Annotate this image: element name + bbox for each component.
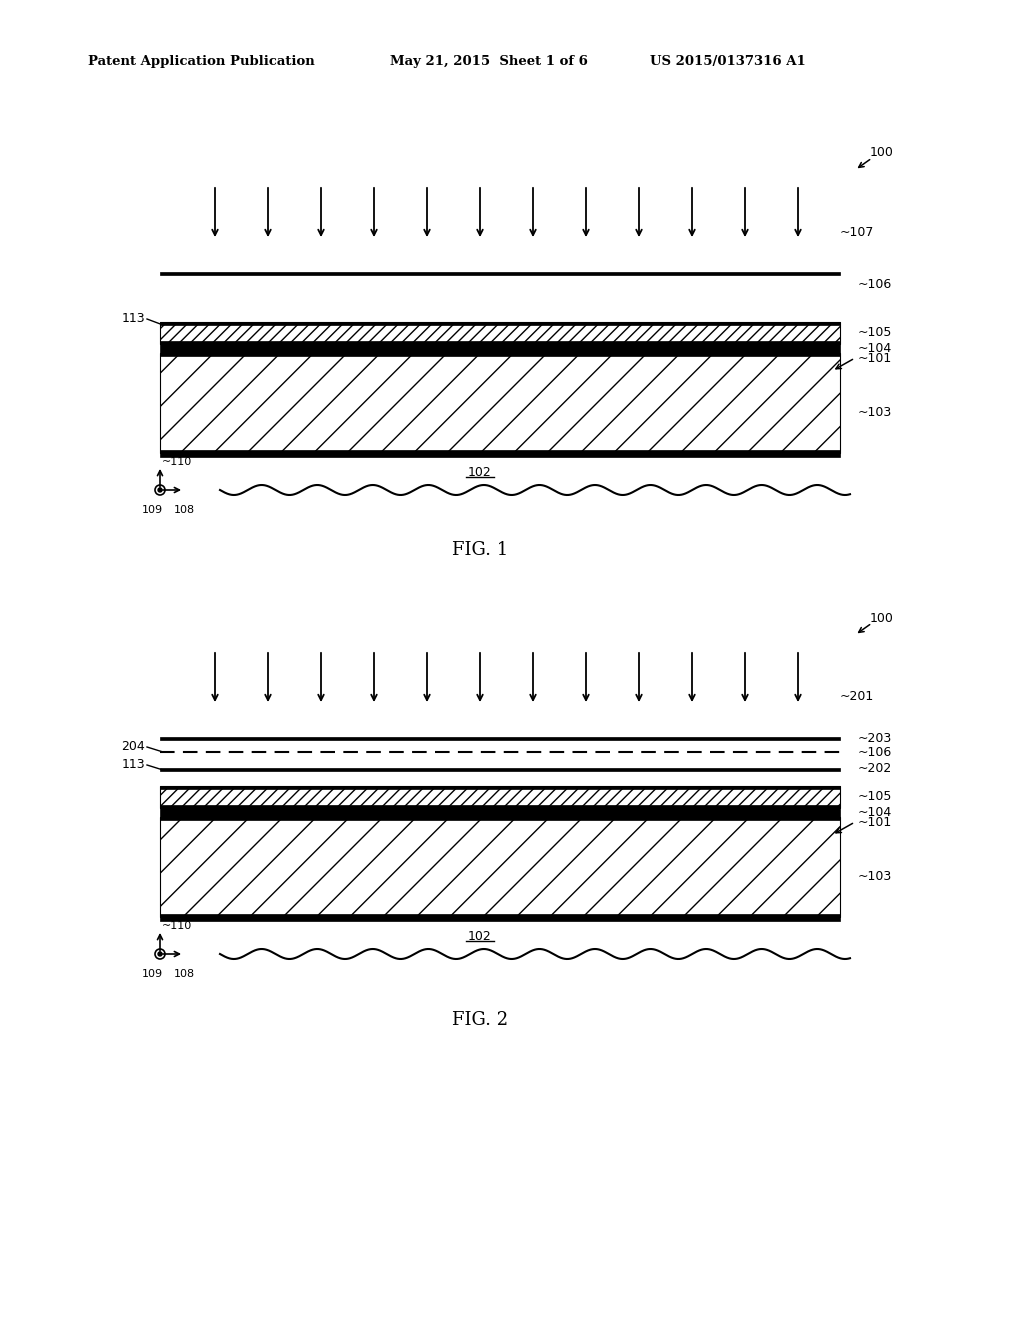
Bar (160, 450, 840, 453)
Text: ~103: ~103 (858, 870, 892, 883)
Bar (160, 785, 840, 789)
Text: ~101: ~101 (858, 816, 892, 829)
Text: FIG. 1: FIG. 1 (452, 541, 508, 558)
Bar (160, 785, 840, 808)
Text: ~106: ~106 (858, 747, 892, 759)
Bar (160, 913, 840, 917)
Bar (160, 817, 840, 820)
Bar (160, 322, 840, 345)
Text: ~110: ~110 (162, 921, 193, 931)
Text: ~101: ~101 (858, 351, 892, 364)
Text: 100: 100 (870, 611, 894, 624)
Text: ~110: ~110 (162, 457, 193, 467)
Text: FIG. 2: FIG. 2 (452, 1011, 508, 1030)
Bar (160, 345, 840, 352)
Bar (160, 768, 840, 771)
Text: 108: 108 (173, 969, 195, 979)
Text: ~105: ~105 (858, 326, 892, 339)
Bar (160, 805, 840, 808)
Bar (160, 917, 840, 921)
Text: ~203: ~203 (858, 731, 892, 744)
Text: 109: 109 (141, 506, 163, 515)
Text: US 2015/0137316 A1: US 2015/0137316 A1 (650, 55, 806, 69)
Text: ~104: ~104 (858, 807, 892, 818)
Text: 113: 113 (122, 312, 145, 325)
Text: 100: 100 (870, 147, 894, 160)
Text: ~104: ~104 (858, 342, 892, 355)
Bar (160, 352, 840, 356)
Bar (160, 737, 840, 741)
Bar (160, 272, 840, 275)
Text: ~202: ~202 (858, 763, 892, 776)
Circle shape (158, 952, 162, 956)
Text: Patent Application Publication: Patent Application Publication (88, 55, 314, 69)
Text: 108: 108 (173, 506, 195, 515)
Text: ~107: ~107 (840, 226, 874, 239)
Text: 204: 204 (121, 739, 145, 752)
Text: May 21, 2015  Sheet 1 of 6: May 21, 2015 Sheet 1 of 6 (390, 55, 588, 69)
Bar (160, 817, 840, 917)
Text: 113: 113 (122, 758, 145, 771)
Text: 109: 109 (141, 969, 163, 979)
Circle shape (158, 488, 162, 492)
Text: ~105: ~105 (858, 791, 892, 804)
Bar (160, 453, 840, 457)
Bar (160, 341, 840, 345)
Text: ~103: ~103 (858, 407, 892, 420)
Text: 102: 102 (468, 929, 492, 942)
Text: ~106: ~106 (858, 277, 892, 290)
Text: 102: 102 (468, 466, 492, 479)
Bar (160, 352, 840, 453)
Bar (160, 808, 840, 817)
Text: ~201: ~201 (840, 690, 874, 704)
Bar (160, 322, 840, 325)
